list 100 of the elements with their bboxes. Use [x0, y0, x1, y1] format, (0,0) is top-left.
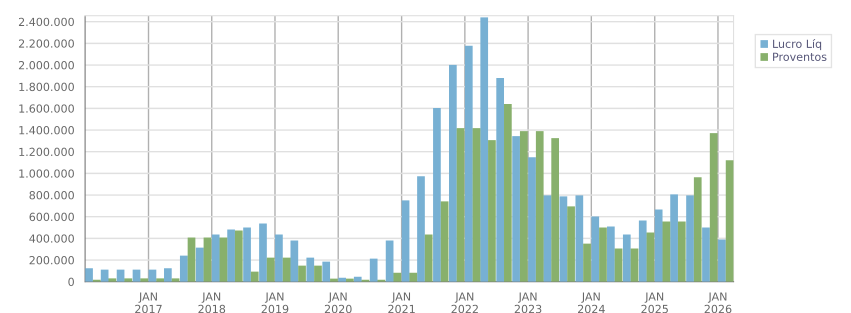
- bar: [646, 232, 654, 282]
- bar: [338, 278, 346, 282]
- bar: [449, 64, 457, 282]
- bar: [678, 221, 686, 282]
- bar: [424, 234, 433, 282]
- y-tick-label: 1.200.000: [19, 148, 74, 156]
- x-tick-label: JAN 2018: [198, 292, 226, 313]
- legend-label: Proventos: [773, 52, 826, 61]
- y-tick-label: 2.200.000: [18, 39, 74, 48]
- bar: [196, 248, 204, 282]
- bar: [456, 128, 464, 282]
- bar: [686, 195, 694, 282]
- bar: [638, 220, 647, 282]
- bar: [480, 17, 488, 282]
- bar: [504, 104, 512, 282]
- bar: [164, 268, 172, 282]
- bar: [290, 240, 298, 282]
- bar: [710, 133, 718, 282]
- bar: [464, 46, 473, 282]
- bar: [266, 258, 275, 282]
- bar: [314, 266, 322, 282]
- bar: [512, 136, 520, 282]
- y-tick-label: 1.800.000: [19, 82, 74, 92]
- bar: [622, 234, 631, 282]
- bar: [354, 276, 362, 282]
- bar: [393, 272, 402, 282]
- bar: [188, 238, 196, 282]
- bar: [551, 138, 560, 282]
- bar: [654, 209, 663, 282]
- bar: [234, 230, 243, 282]
- bar: [560, 196, 568, 282]
- bar: [496, 78, 504, 282]
- bar: [520, 131, 528, 282]
- bar: [322, 262, 330, 282]
- x-tick-label: JAN 2021: [388, 292, 415, 313]
- bar: [180, 256, 188, 282]
- x-tick-label: JAN 2022: [452, 292, 478, 313]
- bar: [591, 216, 600, 282]
- x-tick-label: JAN 2025: [641, 292, 668, 313]
- bar: [417, 176, 425, 282]
- y-tick-label: 600.000: [30, 212, 74, 222]
- bar: [100, 270, 108, 282]
- bar: [148, 270, 156, 282]
- x-tick-label: JAN 2019: [262, 292, 288, 313]
- y-tick-label: 200.000: [30, 256, 74, 264]
- bar: [607, 226, 615, 282]
- bar: [386, 240, 394, 282]
- bar: [409, 272, 418, 282]
- bar: [212, 234, 220, 282]
- bar: [227, 229, 235, 282]
- bar: [433, 108, 441, 282]
- bar: [85, 268, 93, 282]
- bar: [718, 240, 726, 282]
- bar: [330, 278, 338, 282]
- x-tick-label: JAN 2020: [324, 292, 352, 313]
- x-tick-label: JAN 2024: [578, 292, 605, 313]
- bar: [172, 278, 180, 282]
- y-tick-label: 800.000: [29, 191, 74, 200]
- bar: [440, 201, 448, 282]
- bar: [275, 234, 283, 282]
- bar: [544, 195, 552, 282]
- bar: [220, 238, 228, 282]
- bar: [132, 270, 140, 282]
- bar: [282, 258, 290, 282]
- bar: [583, 244, 591, 282]
- y-tick-label: 0: [68, 278, 74, 286]
- bar: [702, 228, 710, 282]
- y-tick-label: 1.600.000: [19, 104, 74, 113]
- y-tick-label: 2.400.000: [18, 18, 74, 26]
- legend-label: Lucro Líq: [773, 38, 822, 50]
- bar: [250, 272, 259, 282]
- bar: [346, 278, 354, 282]
- bar: [670, 194, 678, 282]
- bar: [575, 195, 584, 282]
- bar: [528, 157, 536, 282]
- y-tick-label: 1.000.000: [19, 169, 74, 178]
- bar: [116, 270, 124, 282]
- y-tick-label: 2.000.000: [18, 61, 74, 70]
- x-tick-label: JAN 2026: [704, 292, 732, 313]
- y-tick-label: 400.000: [29, 234, 74, 243]
- bar: [567, 206, 575, 282]
- bar: [306, 258, 314, 282]
- bar: [630, 248, 638, 282]
- x-tick-label: JAN 2017: [135, 292, 162, 313]
- bar: [694, 177, 702, 282]
- bar: [614, 248, 622, 282]
- bar: [298, 266, 306, 282]
- bar: [370, 258, 378, 282]
- bar: [259, 224, 267, 282]
- bar: [599, 228, 607, 282]
- bar: [488, 140, 496, 282]
- bar: [472, 128, 480, 282]
- bar: [243, 228, 251, 282]
- bar: [662, 221, 670, 282]
- x-tick-label: JAN 2023: [514, 292, 542, 313]
- bar: [204, 238, 212, 282]
- bar: [726, 160, 734, 282]
- y-tick-label: 1.400.000: [19, 126, 74, 134]
- bar: [402, 200, 410, 282]
- bar: [536, 131, 544, 282]
